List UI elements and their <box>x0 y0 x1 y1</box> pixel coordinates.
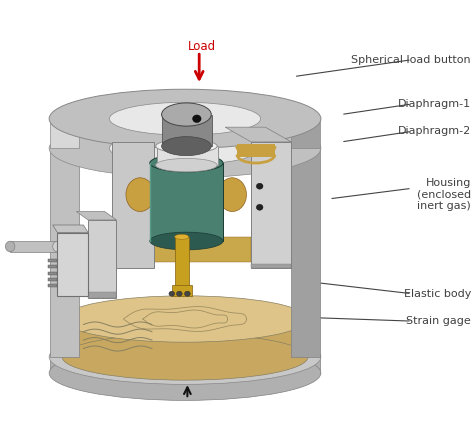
Bar <box>88 220 117 298</box>
Text: Spherical load button: Spherical load button <box>351 55 471 65</box>
Text: Diaphragm-2: Diaphragm-2 <box>398 126 471 136</box>
Bar <box>112 142 155 269</box>
Polygon shape <box>292 148 319 357</box>
Polygon shape <box>251 264 292 269</box>
Bar <box>57 233 88 296</box>
Bar <box>237 144 275 157</box>
Circle shape <box>192 115 201 123</box>
Polygon shape <box>50 148 79 357</box>
Ellipse shape <box>53 241 62 252</box>
Ellipse shape <box>162 103 211 126</box>
Ellipse shape <box>62 334 308 380</box>
Bar <box>162 115 212 146</box>
Polygon shape <box>50 119 79 148</box>
Ellipse shape <box>126 178 155 212</box>
Circle shape <box>169 291 174 296</box>
Bar <box>150 163 223 241</box>
Ellipse shape <box>156 158 217 172</box>
Circle shape <box>184 291 190 296</box>
Bar <box>10 241 57 252</box>
Ellipse shape <box>49 89 321 148</box>
Polygon shape <box>292 119 319 148</box>
Ellipse shape <box>156 140 217 153</box>
Ellipse shape <box>49 119 321 178</box>
Ellipse shape <box>174 234 189 239</box>
Polygon shape <box>53 225 88 233</box>
Bar <box>48 272 57 275</box>
Bar <box>48 266 57 269</box>
Circle shape <box>256 204 263 210</box>
Ellipse shape <box>150 154 223 172</box>
Ellipse shape <box>150 232 223 250</box>
Ellipse shape <box>5 241 15 252</box>
Ellipse shape <box>109 102 261 135</box>
Bar <box>251 142 292 269</box>
Bar <box>112 237 251 262</box>
Bar <box>48 284 57 287</box>
Bar <box>156 146 218 165</box>
Ellipse shape <box>218 178 246 212</box>
Ellipse shape <box>162 137 211 156</box>
Ellipse shape <box>62 296 308 342</box>
Ellipse shape <box>49 330 321 385</box>
Circle shape <box>176 291 182 296</box>
Bar <box>48 278 57 281</box>
Text: Diaphragm-1: Diaphragm-1 <box>398 99 471 109</box>
FancyBboxPatch shape <box>50 356 319 374</box>
Text: Load: Load <box>188 40 216 53</box>
Polygon shape <box>88 291 117 298</box>
Ellipse shape <box>109 132 261 165</box>
Text: Elastic body: Elastic body <box>403 289 471 299</box>
Bar <box>174 237 189 291</box>
Polygon shape <box>76 212 117 220</box>
Bar <box>48 259 57 262</box>
Circle shape <box>256 183 263 189</box>
Ellipse shape <box>49 346 321 401</box>
Text: Strain gage: Strain gage <box>406 316 471 326</box>
Polygon shape <box>225 127 292 142</box>
Bar <box>172 285 191 296</box>
Bar <box>62 319 308 357</box>
Text: Housing
(enclosed
inert gas): Housing (enclosed inert gas) <box>417 178 471 211</box>
